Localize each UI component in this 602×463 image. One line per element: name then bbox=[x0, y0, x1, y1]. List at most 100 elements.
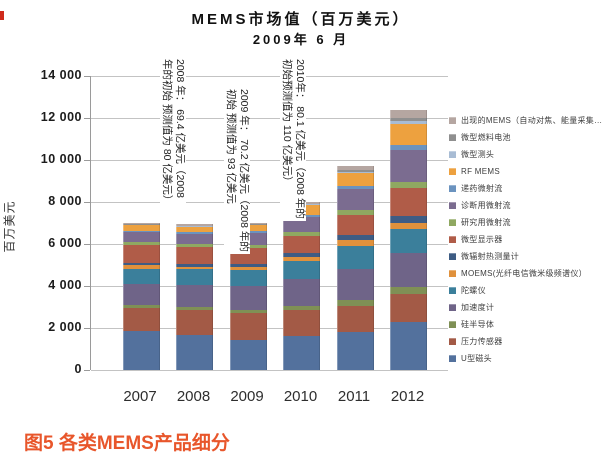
bar-segment bbox=[390, 253, 427, 288]
x-tick-label: 2012 bbox=[390, 388, 425, 405]
bar-segment bbox=[336, 189, 374, 211]
bar-segment bbox=[283, 217, 320, 233]
y-tick-label: 0 bbox=[74, 362, 82, 376]
bar-segment bbox=[229, 309, 267, 314]
bar-segment bbox=[390, 121, 427, 125]
annotation-line: 2009 年： 70.2 亿美元（2008 年的 bbox=[238, 89, 250, 252]
bar-segment bbox=[336, 173, 374, 186]
bar-segment bbox=[229, 286, 267, 310]
legend-label: 递药微射流 bbox=[461, 183, 503, 193]
legend-swatch-icon bbox=[449, 303, 456, 311]
y-tick-label: 2 000 bbox=[48, 320, 82, 334]
bar-segment bbox=[176, 266, 213, 270]
bar-segment bbox=[122, 284, 160, 306]
bar-segment bbox=[122, 331, 160, 370]
legend-swatch-icon bbox=[449, 286, 456, 294]
legend-label: U型磁头 bbox=[461, 353, 492, 363]
legend-label: 加速度计 bbox=[461, 302, 495, 312]
y-tick-mark bbox=[84, 117, 90, 119]
bar-segment bbox=[176, 224, 213, 226]
bar-segment bbox=[176, 226, 213, 232]
bar-segment bbox=[283, 310, 320, 337]
legend-swatch-icon bbox=[449, 184, 456, 192]
bar-segment bbox=[390, 287, 427, 295]
gridline bbox=[91, 327, 448, 329]
bar-segment bbox=[122, 224, 160, 226]
bar-segment bbox=[336, 171, 374, 174]
y-tick-mark bbox=[84, 159, 90, 161]
gridline bbox=[91, 117, 448, 119]
bar-segment bbox=[122, 241, 160, 245]
legend-swatch-icon bbox=[449, 320, 456, 328]
bar-segment bbox=[283, 261, 320, 280]
y-tick-label: 8 000 bbox=[48, 194, 82, 208]
legend-swatch-icon bbox=[449, 167, 456, 175]
bar-segment bbox=[122, 268, 160, 285]
annotation-line: 2010年： 80.1 亿美元（2008 年的 bbox=[294, 59, 306, 219]
bar-segment bbox=[176, 335, 213, 370]
bar-segment bbox=[336, 185, 374, 190]
y-tick-label: 10 000 bbox=[40, 152, 82, 166]
x-tick-label: 2007 bbox=[123, 388, 157, 405]
forecast-annotation-1: 2008 年： 69.4 亿美元（2008 年的初始 预测值为 80 亿美元） bbox=[160, 57, 186, 208]
y-tick-label: 12 000 bbox=[40, 110, 82, 124]
annotation-line: 年的初始 预测值为 80 亿美元） bbox=[161, 59, 173, 206]
legend-row: RF MEMS bbox=[449, 166, 602, 176]
bar-segment bbox=[283, 279, 320, 306]
bar-segment bbox=[390, 229, 427, 254]
bar-segment bbox=[336, 268, 374, 301]
bar-segment bbox=[283, 232, 320, 237]
legend-swatch-icon bbox=[449, 269, 456, 277]
legend-row: 压力传感器 bbox=[449, 337, 602, 346]
gridline bbox=[91, 159, 448, 161]
legend-row: 微型显示器 bbox=[449, 235, 602, 244]
bar-segment bbox=[122, 262, 160, 266]
bar-segment bbox=[229, 263, 267, 267]
legend-row: 出现的MEMS（自动对焦、能量采集…） bbox=[449, 116, 602, 125]
bar-segment bbox=[176, 310, 213, 336]
gridline bbox=[91, 285, 448, 287]
legend-row: 陀螺仪 bbox=[449, 286, 602, 295]
legend-row: U型磁头 bbox=[449, 353, 602, 363]
bar-segment bbox=[176, 231, 213, 234]
legend-label: 微型燃料电池 bbox=[461, 132, 511, 142]
bar-segment bbox=[336, 210, 374, 216]
x-tick-label: 2011 bbox=[337, 388, 371, 405]
bar-segment bbox=[336, 305, 374, 333]
chart-subtitle: 2009年 6 月 bbox=[252, 32, 350, 47]
legend-row: 诊断用微射流 bbox=[449, 200, 602, 210]
annotation-line: 初始预测值为 110 亿美元） bbox=[281, 59, 293, 187]
legend-row: 硅半导体 bbox=[449, 319, 602, 329]
y-tick-mark bbox=[84, 243, 90, 245]
bar-segment bbox=[122, 222, 160, 225]
gridline bbox=[91, 75, 448, 77]
x-tick-label: 2009 bbox=[230, 388, 264, 405]
y-tick-mark bbox=[84, 285, 90, 287]
bar-segment bbox=[229, 339, 267, 370]
bar-segment bbox=[176, 244, 213, 248]
bar-segment bbox=[390, 118, 427, 122]
bar-segment bbox=[122, 232, 160, 242]
legend-label: RF MEMS bbox=[461, 166, 500, 176]
bar-segment bbox=[283, 336, 320, 370]
legend-label: 硅半导体 bbox=[461, 319, 495, 329]
figure-caption: 图5 各类MEMS产品细分 bbox=[24, 433, 230, 454]
bar-segment bbox=[283, 257, 320, 262]
chart-title: MEMS市场值（百万美元） bbox=[191, 11, 411, 28]
bar-segment bbox=[390, 321, 427, 370]
bar-segment bbox=[229, 313, 267, 340]
y-tick-mark bbox=[84, 201, 90, 203]
bar-2010 bbox=[283, 201, 320, 370]
legend-swatch-icon bbox=[449, 354, 456, 362]
bar-segment bbox=[229, 269, 267, 287]
y-axis-label: 百万美元 bbox=[2, 200, 17, 253]
plot-area bbox=[90, 75, 448, 371]
legend-swatch-icon bbox=[449, 218, 456, 226]
bar-segment bbox=[122, 265, 160, 269]
legend-label: 研究用微射流 bbox=[461, 217, 511, 227]
y-tick-mark bbox=[84, 369, 90, 371]
gridline bbox=[91, 243, 448, 245]
legend-label: 诊断用微射流 bbox=[461, 200, 511, 210]
gridline bbox=[91, 369, 448, 371]
